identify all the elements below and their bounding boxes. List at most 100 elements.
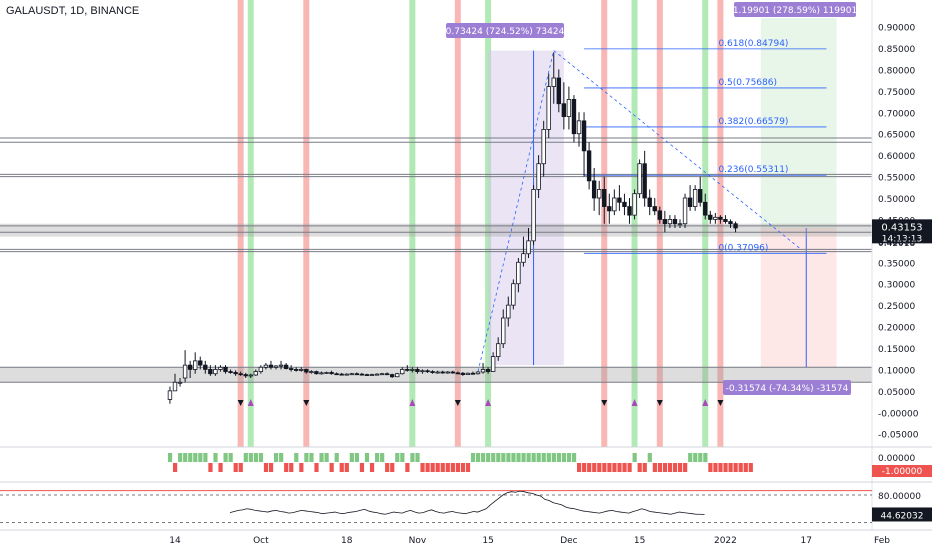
buy-signal-band xyxy=(409,0,416,447)
candle-body xyxy=(506,304,511,319)
indicator-bull-bar xyxy=(693,453,698,462)
indicator-bull-bar xyxy=(304,453,309,462)
candle-body xyxy=(556,77,561,105)
indicator-bear-bar xyxy=(733,463,738,472)
indicator-bear-bar xyxy=(460,463,466,472)
indicator-bear-bar xyxy=(385,463,390,472)
osc-last: 44.62032 xyxy=(881,511,924,521)
indicator-bull-bar xyxy=(541,453,546,462)
candle-body xyxy=(485,369,491,372)
time-tick-label: 15 xyxy=(482,536,493,546)
indicator-bull-bar xyxy=(248,453,253,462)
price-tick-label: 0.55000 xyxy=(878,174,915,184)
candle-body xyxy=(607,206,612,212)
candle-body xyxy=(728,221,733,225)
candle-body xyxy=(172,381,178,392)
candle-body xyxy=(495,343,501,357)
candle-body xyxy=(682,197,688,225)
indicator-bull-bar xyxy=(294,453,299,462)
price-tick-label: 0.20000 xyxy=(878,324,915,334)
candle-body xyxy=(324,372,329,374)
indicator-bull-bar xyxy=(647,453,652,462)
candle-body xyxy=(405,369,410,371)
current-price: 0.43153 xyxy=(881,222,922,233)
candle-body xyxy=(359,373,365,376)
price-tick-label: 0.25000 xyxy=(878,302,915,312)
indicator-bull-bar xyxy=(380,453,385,462)
candle-body xyxy=(571,99,577,135)
indicator-bear-bar xyxy=(430,463,435,472)
candle-body xyxy=(708,214,713,220)
price-tick-label: 0.90000 xyxy=(878,24,915,34)
indicator-bull-bar xyxy=(511,453,516,462)
buy-signal-band xyxy=(247,0,254,447)
indicator-bull-bar xyxy=(526,453,531,462)
sell-signal-band xyxy=(303,0,310,447)
candle-body xyxy=(536,163,541,190)
candle-body xyxy=(304,369,309,373)
indicator-bear-bar xyxy=(359,463,365,472)
long-target-label: 1.19901 (278.59%) 119901 xyxy=(733,6,857,16)
candle-body xyxy=(581,120,587,152)
price-tick-label: -0.00000 xyxy=(878,409,919,419)
indicator-bear-bar xyxy=(369,463,375,472)
buy-signal-band xyxy=(702,0,709,447)
indicator-bull-bar xyxy=(688,453,693,462)
long-stop-zone xyxy=(760,228,837,368)
sell-marker xyxy=(303,400,310,406)
candle-body xyxy=(228,371,233,373)
candle-body xyxy=(187,364,193,370)
candle-body xyxy=(647,197,652,207)
candle-countdown: 14:13:13 xyxy=(882,234,922,244)
indicator-bull-bar xyxy=(183,453,188,462)
candle-body xyxy=(703,201,708,216)
indicator-bear-bar xyxy=(268,463,274,472)
candle-body xyxy=(435,371,440,374)
candle-body xyxy=(283,364,289,369)
candle-body xyxy=(400,369,405,375)
candle-body xyxy=(698,189,703,203)
candle-body xyxy=(415,369,420,372)
candle-body xyxy=(576,120,582,135)
indicator-bear-bar xyxy=(263,463,269,472)
indicator-bull-bar xyxy=(395,453,400,462)
candle-body xyxy=(627,206,632,216)
indicator-bear-bar xyxy=(718,463,723,472)
indicator-bull-bar xyxy=(274,453,279,462)
candle-body xyxy=(465,372,471,375)
indicator-bull-bar xyxy=(364,453,370,462)
candle-body xyxy=(632,193,637,216)
candle-body xyxy=(379,373,385,376)
candle-body xyxy=(213,369,218,375)
candle-body xyxy=(475,371,481,375)
indicator-bull-bar xyxy=(354,453,359,462)
sell-marker xyxy=(237,400,244,406)
time-tick-label: Nov xyxy=(409,536,427,546)
indicator-bear-bar xyxy=(465,463,471,472)
candle-body xyxy=(243,374,248,377)
time-tick-label: Feb xyxy=(874,536,890,546)
indicator-bear-bar xyxy=(683,463,688,472)
indicator-bear-bar xyxy=(455,463,460,472)
indicator-bull-bar xyxy=(319,453,324,462)
candle-body xyxy=(672,219,678,225)
candle-body xyxy=(511,283,516,306)
indicator-zero-tick: 0.00000 xyxy=(878,454,915,464)
candle-body xyxy=(652,206,657,212)
candle-body xyxy=(602,189,607,207)
indicator-bear-bar xyxy=(390,463,395,472)
long-stop-label-bg xyxy=(723,380,851,395)
indicator-bull-bar xyxy=(476,453,481,462)
indicator-bull-bar xyxy=(324,453,329,462)
fib-level-label: 0(0.37096) xyxy=(718,243,768,253)
indicator-bear-bar xyxy=(329,463,334,472)
indicator-bear-bar xyxy=(678,463,683,472)
candle-body xyxy=(687,197,693,207)
candle-body xyxy=(677,223,683,226)
indicator-bull-bar xyxy=(531,453,536,462)
candle-body xyxy=(369,374,375,376)
indicator-bull-bar xyxy=(203,453,208,462)
indicator-bull-bar xyxy=(309,453,314,462)
candle-body xyxy=(501,317,506,345)
